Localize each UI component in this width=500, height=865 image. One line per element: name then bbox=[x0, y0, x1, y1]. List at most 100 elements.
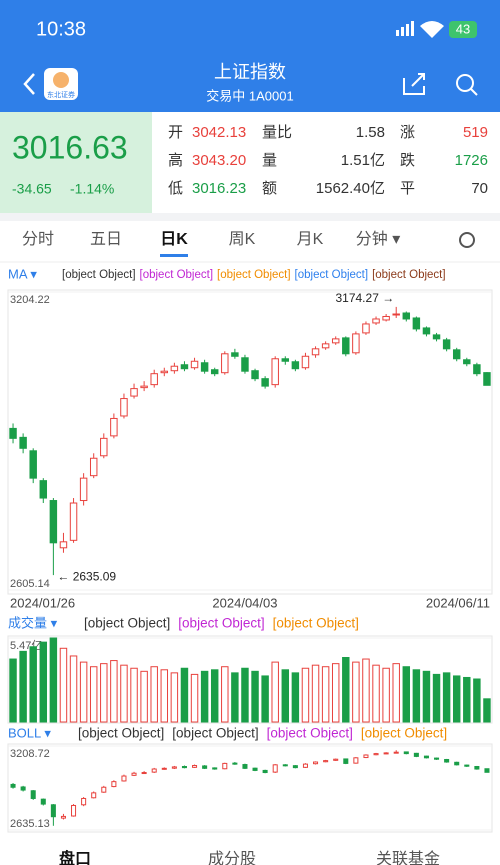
candle-body bbox=[89, 457, 98, 477]
logo-text: 东北证券 bbox=[47, 90, 75, 99]
tab[interactable]: 分时 bbox=[22, 230, 54, 248]
bottom-tab[interactable]: 成分股 bbox=[208, 850, 256, 865]
bottom-tab[interactable]: 盘口 bbox=[59, 849, 91, 865]
volume-bar bbox=[442, 672, 451, 723]
candle-body bbox=[100, 437, 108, 457]
tab[interactable]: 分钟 ▾ bbox=[356, 230, 400, 248]
tab[interactable]: 周K bbox=[229, 231, 256, 248]
y-tick-label: 3204.22 bbox=[10, 294, 50, 306]
candle-body bbox=[190, 360, 199, 369]
field-label: 量比 bbox=[262, 124, 292, 141]
bottom-tab[interactable]: 关联基金 bbox=[376, 850, 440, 865]
signal bbox=[396, 21, 414, 36]
volume-bar bbox=[59, 647, 68, 723]
legend-item: [object Object] bbox=[84, 616, 170, 631]
boll-candle-body bbox=[434, 757, 440, 760]
x-tick-label: 2024/04/03 bbox=[212, 595, 277, 610]
boll-candle-body bbox=[343, 758, 349, 764]
field-label: 量 bbox=[262, 152, 277, 169]
candle-body bbox=[321, 343, 330, 349]
field-value: 3042.13 bbox=[192, 124, 246, 141]
candle-body bbox=[160, 370, 169, 374]
candle-body bbox=[483, 372, 491, 386]
candle-body bbox=[442, 339, 451, 350]
boll-candle-body bbox=[373, 753, 379, 756]
legend-item: [object Object] bbox=[273, 616, 359, 631]
boll-candle-body bbox=[242, 764, 248, 769]
volume-bar bbox=[412, 669, 421, 723]
volume-bar bbox=[251, 670, 259, 723]
y-tick-label: 2635.13 bbox=[10, 818, 50, 830]
candle-body bbox=[311, 348, 320, 356]
candle-body bbox=[231, 352, 239, 357]
share-button[interactable] bbox=[403, 73, 425, 95]
volume-bar bbox=[362, 658, 370, 723]
candle-body bbox=[331, 338, 340, 344]
candle-body bbox=[422, 327, 431, 335]
tab[interactable]: 日K bbox=[160, 230, 188, 248]
volume-bar bbox=[452, 675, 461, 723]
field-label: 高 bbox=[168, 152, 183, 169]
legend-item: [object Object] bbox=[62, 269, 136, 281]
boll-candle-body bbox=[464, 764, 470, 767]
boll-candle-body bbox=[111, 781, 117, 788]
title: 上证指数 bbox=[214, 62, 286, 82]
volume-bar bbox=[392, 663, 400, 723]
legend-title: 成交量 ▾ bbox=[8, 615, 58, 630]
legend-title: BOLL ▾ bbox=[8, 725, 51, 740]
volume-bar bbox=[301, 667, 310, 723]
field-value: 1726 bbox=[455, 152, 488, 169]
candle-body bbox=[301, 355, 310, 369]
boll-candle-body bbox=[484, 768, 490, 773]
field-value: 3016.23 bbox=[192, 180, 246, 197]
volume-bar bbox=[110, 660, 118, 723]
boll-candle-body bbox=[181, 766, 187, 769]
candle-body bbox=[362, 323, 370, 334]
candle-body bbox=[170, 365, 179, 372]
candle-body bbox=[473, 364, 481, 375]
legend-item: [object Object] bbox=[361, 726, 447, 741]
volume-bar bbox=[291, 672, 300, 723]
settings-button[interactable] bbox=[459, 232, 475, 248]
volume-bar bbox=[69, 655, 78, 723]
candle-body bbox=[392, 313, 400, 316]
volume-bar bbox=[150, 666, 158, 723]
boll-frame bbox=[7, 743, 493, 833]
volume-bar bbox=[39, 641, 48, 723]
volume-bar bbox=[372, 664, 380, 723]
legend-item: [object Object] bbox=[295, 269, 369, 281]
boll-candle-body bbox=[282, 764, 288, 767]
boll-candle-body bbox=[232, 762, 238, 765]
candle-body bbox=[432, 334, 441, 340]
boll-candle-body bbox=[10, 783, 16, 788]
volume-bar bbox=[382, 667, 390, 723]
candle-body bbox=[110, 417, 118, 437]
candle-body bbox=[382, 315, 390, 321]
volume-bar bbox=[190, 673, 199, 723]
volume-bar bbox=[160, 669, 169, 723]
volume-bar bbox=[402, 666, 411, 723]
boll-candle-body bbox=[413, 752, 419, 757]
tab[interactable]: 月K bbox=[297, 231, 324, 248]
volume-bar bbox=[19, 650, 27, 723]
candle-body bbox=[200, 362, 209, 372]
candle-body bbox=[372, 318, 380, 324]
field-label: 额 bbox=[262, 180, 277, 197]
volume-bar bbox=[29, 646, 37, 723]
volume-bar bbox=[422, 670, 431, 723]
boll-candle-body bbox=[313, 761, 319, 765]
extreme-label: ← 2635.09 bbox=[57, 569, 116, 583]
volume-bar bbox=[483, 698, 491, 723]
search-handle bbox=[470, 88, 478, 96]
volume-bar bbox=[231, 672, 239, 723]
candle-body bbox=[120, 398, 128, 417]
volume-frame bbox=[7, 635, 493, 724]
field-label: 低 bbox=[168, 180, 183, 197]
candle-body bbox=[352, 333, 360, 354]
volume-bar bbox=[140, 670, 148, 723]
tab[interactable]: 五日 bbox=[90, 231, 122, 248]
back-button[interactable] bbox=[23, 73, 35, 95]
candle-body bbox=[241, 357, 249, 372]
field-label: 涨 bbox=[400, 124, 415, 141]
search-button[interactable] bbox=[456, 74, 474, 92]
